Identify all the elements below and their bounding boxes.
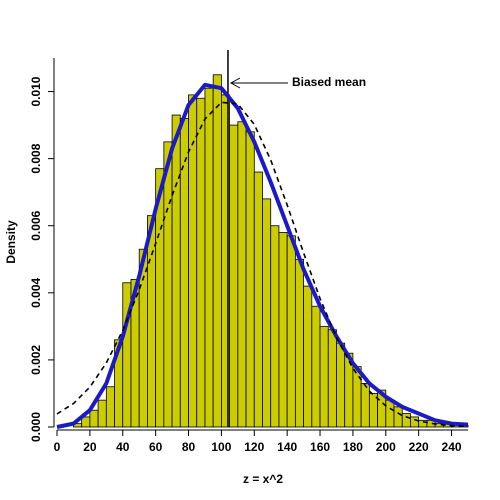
bar: [229, 124, 239, 428]
x-tick-label: 140: [277, 440, 297, 454]
bar: [294, 258, 305, 428]
bar: [253, 171, 263, 428]
bar: [336, 342, 346, 428]
x-tick-label: 160: [310, 440, 330, 454]
x-tick-label: 220: [409, 440, 429, 454]
x-tick-label: 60: [149, 440, 163, 454]
x-tick-label: 100: [211, 440, 231, 454]
x-tick-label: 180: [343, 440, 363, 454]
x-tick-label: 120: [244, 440, 264, 454]
bar: [385, 399, 395, 428]
bar: [410, 416, 420, 428]
bar: [270, 225, 280, 428]
bar: [303, 285, 313, 428]
y-tick-label: 0.010: [29, 76, 43, 106]
bar: [171, 114, 181, 428]
x-tick-label: 80: [182, 440, 196, 454]
x-tick-label: 20: [83, 440, 97, 454]
x-tick-label: 40: [116, 440, 130, 454]
bar: [262, 198, 272, 428]
bar: [105, 386, 115, 428]
y-axis-label: Density: [4, 220, 18, 264]
bar: [393, 406, 403, 428]
bar: [360, 382, 370, 428]
bar: [196, 97, 206, 428]
bar: [401, 413, 411, 428]
bar: [204, 87, 214, 428]
arrow-head: [229, 77, 241, 89]
y-tick-label: 0.000: [29, 412, 43, 442]
bar: [97, 399, 107, 428]
bar: [319, 325, 329, 428]
bar: [368, 393, 378, 428]
bar: [163, 141, 173, 428]
bar: [179, 117, 189, 428]
bar: [352, 366, 362, 428]
y-tick-label: 0.006: [29, 210, 43, 240]
bar: [212, 74, 222, 428]
x-tick-label: 240: [442, 440, 462, 454]
bar: [311, 305, 321, 428]
bar: [286, 235, 296, 428]
x-axis-label: z = x^2: [243, 472, 283, 486]
y-tick-label: 0.004: [29, 277, 43, 307]
x-tick-label: 200: [376, 440, 396, 454]
y-tick-label: 0.008: [29, 143, 43, 173]
bar: [278, 232, 288, 428]
bar: [237, 121, 247, 428]
bar: [147, 215, 157, 428]
bar: [245, 131, 255, 428]
bar: [418, 419, 428, 428]
x-tick-label: 0: [54, 440, 61, 454]
density-curve: [56, 82, 469, 429]
y-tick-label: 0.002: [29, 345, 43, 375]
bar: [89, 409, 99, 428]
annotation: Biased mean: [292, 75, 366, 89]
density-curve: [56, 101, 469, 428]
bar: [327, 329, 337, 428]
